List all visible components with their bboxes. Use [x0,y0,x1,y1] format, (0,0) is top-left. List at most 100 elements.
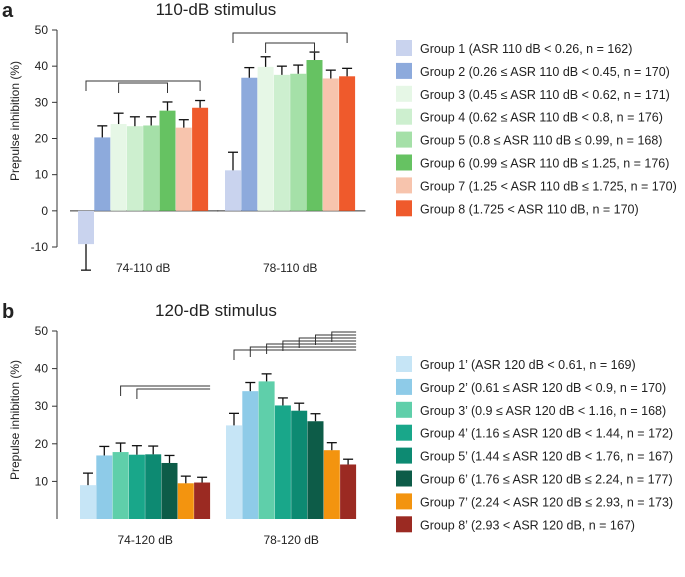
bar [274,405,291,519]
bar [322,78,339,211]
legend-swatch [396,424,412,441]
legend-swatch [396,85,412,102]
bar [307,421,324,519]
y-tick-label: 20 [35,132,49,146]
legend-label: Group 1 (ASR 110 dB < 0.26, n = 162) [420,42,632,56]
category-label: 74-110 dB [116,261,171,275]
legend-label: Group 4 (0.62 ≤ ASR 110 dB < 0.8, n = 17… [420,111,663,125]
legend-swatch [396,177,412,194]
significance-bracket [298,337,357,348]
legend-swatch [396,131,412,148]
significance-bracket [249,346,357,357]
legend-swatch [396,378,412,395]
legend-label: Group 4’ (1.16 ≤ ASR 120 dB < 1.44, n = … [420,427,673,441]
y-tick-label: 40 [35,362,49,376]
legend-label: Group 6 (0.99 ≤ ASR 110 dB ≤ 1.25, n = 1… [420,157,669,171]
bar [241,77,258,211]
y-tick-label: 10 [35,474,49,488]
legend-label: Group 7 (1.25 < ASR 110 dB ≤ 1.725, n = … [420,179,677,193]
significance-bracket [331,331,357,342]
y-tick-label: 20 [35,437,49,451]
legend-swatch [396,493,412,510]
bar [177,483,194,519]
legend-swatch [396,470,412,487]
bar [273,74,290,211]
legend-label: Group 2’ (0.61 ≤ ASR 120 dB < 0.9, n = 1… [420,381,666,395]
legend-swatch [396,200,412,217]
bar [225,170,241,211]
legend-swatch [396,40,412,56]
legend-swatch [396,154,412,171]
bar [143,125,160,211]
legend-label: Group 8 (1.725 < ASR 110 dB, n = 170) [420,202,639,216]
legend-label: Group 3’ (0.9 ≤ ASR 120 dB < 1.16, n = 1… [420,404,666,418]
bar [339,76,356,211]
legend-label: Group 3 (0.45 ≤ ASR 110 dB < 0.62, n = 1… [420,88,670,102]
significance-bracket [118,82,168,93]
bar [78,210,94,245]
y-tick-label: 0 [41,204,48,218]
bar [226,425,242,519]
bar [192,107,209,211]
significance-bracket [120,385,211,396]
bar [96,455,113,519]
panel-b-letter: b [2,301,14,323]
significance-bracket [266,343,357,354]
legend-label: Group 7’ (2.24 < ASR 120 dB ≤ 2.93, n = … [420,495,673,509]
panel-b-title: 120-dB stimulus [155,301,277,320]
bar [242,391,259,519]
legend-swatch [396,108,412,125]
panel-a-plot: -10 0 10 20 30 40 50 74-110 dB 78-110 dB Group 1 … [31,23,677,275]
significance-bracket [315,334,357,345]
panel-b-ylabel: Prepulse inhibition (%) [8,360,22,480]
legend-swatch [396,62,412,79]
legend-label: Group 2 (0.26 ≤ ASR 110 dB < 0.45, n = 1… [420,65,670,79]
category-label: 78-120 dB [264,533,319,547]
bar [258,381,275,519]
bar [110,124,127,211]
y-tick-label: 40 [35,59,49,73]
significance-bracket [233,349,357,360]
bar [126,126,143,211]
panel-b-plot: 10 20 30 40 50 74-120 dB 78-120 dB Group 1’ (AS… [35,324,673,547]
legend-label: Group 8’ (2.93 < ASR 120 dB, n = 167) [420,518,635,532]
y-tick-label: 10 [35,168,49,182]
bar [94,137,111,211]
legend-label: Group 1’ (ASR 120 dB < 0.61, n = 169) [420,358,636,372]
y-tick-label: 30 [35,399,49,413]
category-label: 74-120 dB [118,533,173,547]
bar [159,110,176,211]
category-label: 78-110 dB [263,261,318,275]
bar [128,454,145,519]
y-tick-label: 50 [35,23,49,37]
significance-bracket [85,80,201,91]
legend-swatch [396,447,412,464]
bar [194,482,211,519]
significance-bracket [136,388,211,399]
bar [80,485,96,519]
y-tick-label: -10 [31,240,49,254]
panel-a-title: 110-dB stimulus [156,0,277,19]
bar [161,462,178,519]
legend-swatch [396,516,412,533]
legend-label: Group 5’ (1.44 ≤ ASR 120 dB < 1.76, n = … [420,450,673,464]
bar [323,450,340,519]
panel-a-letter: a [2,0,14,22]
bar [340,464,357,519]
bar [290,73,307,211]
legend-label: Group 5 (0.8 ≤ ASR 110 dB ≤ 0.99, n = 16… [420,134,662,148]
bar [257,66,274,211]
significance-bracket [265,42,315,53]
significance-bracket [232,32,348,43]
y-tick-label: 30 [35,95,49,109]
bar [145,454,162,519]
bar [112,452,129,519]
legend-label: Group 6’ (1.76 ≤ ASR 120 dB ≤ 2.24, n = … [420,473,673,487]
panel-a-ylabel: Prepulse inhibition (%) [8,61,22,181]
bar [306,60,323,211]
y-tick-label: 50 [35,324,49,338]
legend-swatch [396,356,412,372]
bar [291,410,308,519]
bar [175,127,192,211]
